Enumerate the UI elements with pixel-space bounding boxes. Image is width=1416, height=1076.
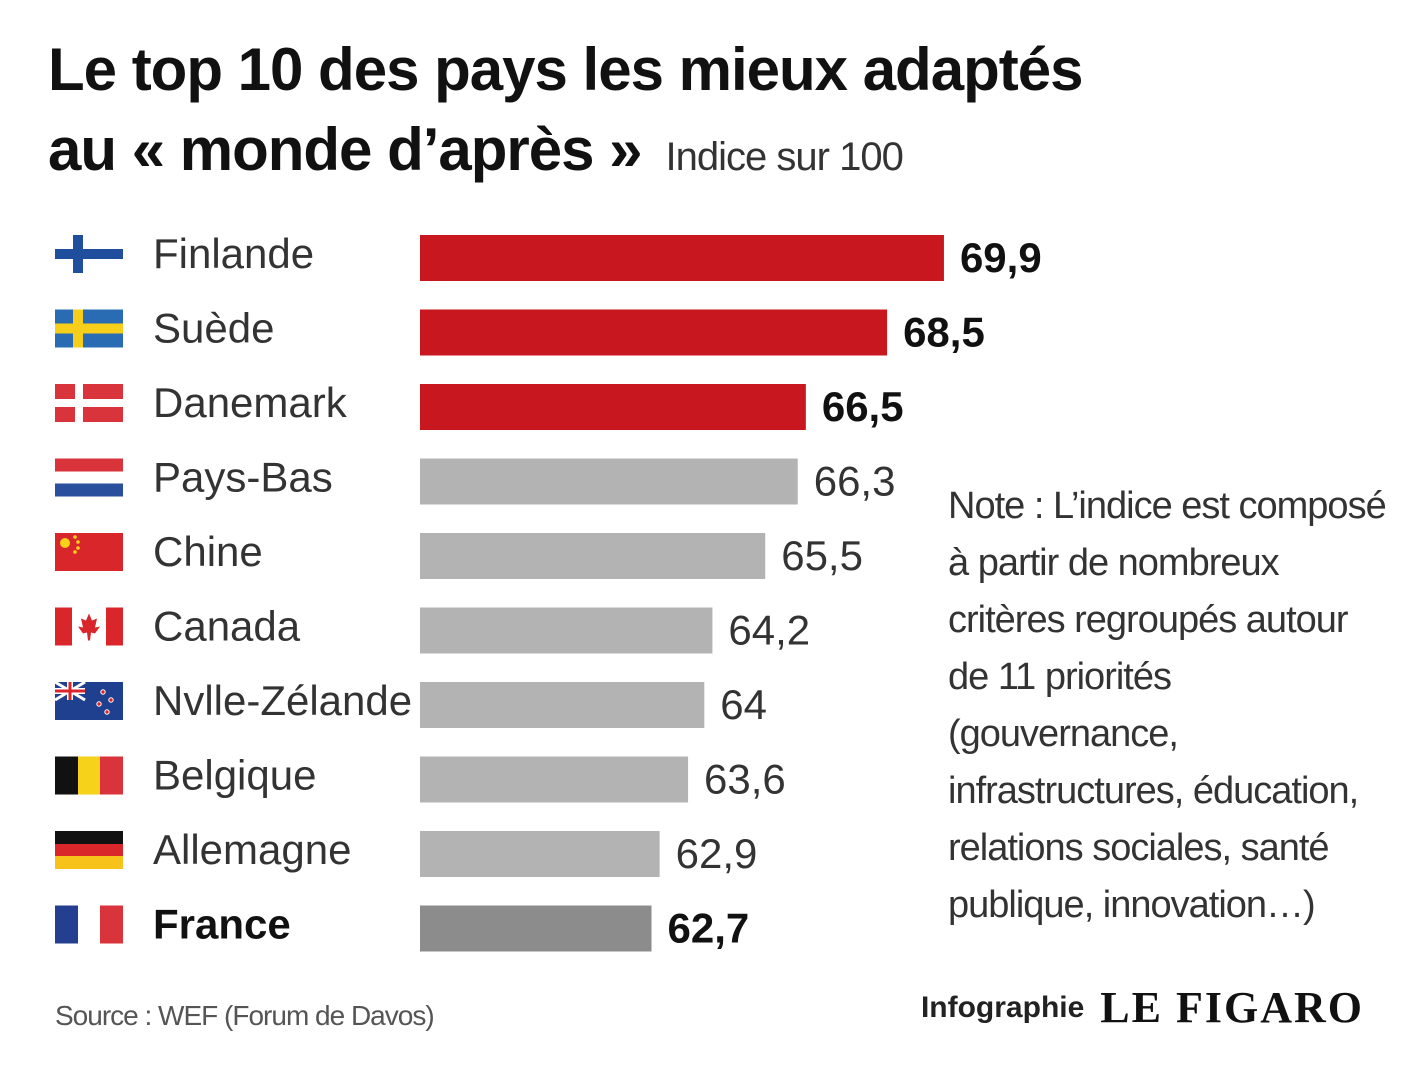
title-line-1: Le top 10 des pays les mieux adaptés xyxy=(48,36,1083,103)
value-label-canada: 64,2 xyxy=(728,607,810,654)
finland-flag-icon xyxy=(55,235,123,273)
country-label-chine: Chine xyxy=(153,528,263,575)
sweden-flag-icon xyxy=(55,309,123,348)
bar-chine xyxy=(420,533,766,579)
country-label-danemark: Danemark xyxy=(153,379,348,426)
netherlands-flag-icon xyxy=(55,458,123,497)
country-label-suede: Suède xyxy=(153,305,274,352)
chart-title: Le top 10 des pays les mieux adaptés au … xyxy=(48,30,1248,197)
publisher-credit: Infographie LE FIGARO xyxy=(921,982,1364,1033)
value-label-nvlle-zelande: 64 xyxy=(720,681,767,728)
source-credit: Source : WEF (Forum de Davos) xyxy=(55,1000,435,1031)
value-label-chine: 65,5 xyxy=(781,532,863,579)
value-label-suede: 68,5 xyxy=(903,309,985,356)
belgium-flag-icon xyxy=(55,756,123,795)
value-label-france: 62,7 xyxy=(668,905,750,952)
country-label-nvlle-zelande: Nvlle-Zélande xyxy=(153,677,412,724)
country-label-belgique: Belgique xyxy=(153,752,316,799)
country-label-finlande: Finlande xyxy=(153,230,314,277)
bar-nvlle-zelande xyxy=(420,682,705,728)
chart-subtitle: Indice sur 100 xyxy=(665,135,904,179)
value-label-allemagne: 62,9 xyxy=(676,830,758,877)
chart-note: Note : L’indice est composé à partir de … xyxy=(948,485,1387,926)
canada-flag-icon xyxy=(55,607,123,646)
title-line-2-text: au « monde d’après » xyxy=(48,116,643,183)
denmark-flag-icon xyxy=(55,384,123,422)
bar-allemagne xyxy=(420,831,660,877)
bar-canada xyxy=(420,607,713,654)
country-label-canada: Canada xyxy=(153,603,301,650)
new-zealand-flag-icon xyxy=(54,680,123,720)
country-label-pays-bas: Pays-Bas xyxy=(153,454,333,501)
bar-danemark xyxy=(420,384,806,430)
value-label-danemark: 66,5 xyxy=(822,383,904,430)
bar-france xyxy=(420,905,652,952)
value-label-finlande: 69,9 xyxy=(960,234,1042,281)
title-line-2: au « monde d’après » Indice sur 100 xyxy=(48,110,1248,197)
value-label-pays-bas: 66,3 xyxy=(814,458,896,505)
le-figaro-logo: LE FIGARO xyxy=(1100,983,1364,1032)
china-flag-icon xyxy=(55,533,123,571)
germany-flag-icon xyxy=(55,831,123,869)
bar-finlande xyxy=(420,235,944,281)
country-label-allemagne: Allemagne xyxy=(153,826,351,873)
value-label-belgique: 63,6 xyxy=(704,756,786,803)
bar-suede xyxy=(420,309,888,356)
infographie-label: Infographie xyxy=(920,990,1085,1024)
bar-belgique xyxy=(420,756,689,803)
france-flag-icon xyxy=(55,905,123,944)
country-label-france: France xyxy=(153,901,291,948)
bar-pays-bas xyxy=(420,458,798,505)
